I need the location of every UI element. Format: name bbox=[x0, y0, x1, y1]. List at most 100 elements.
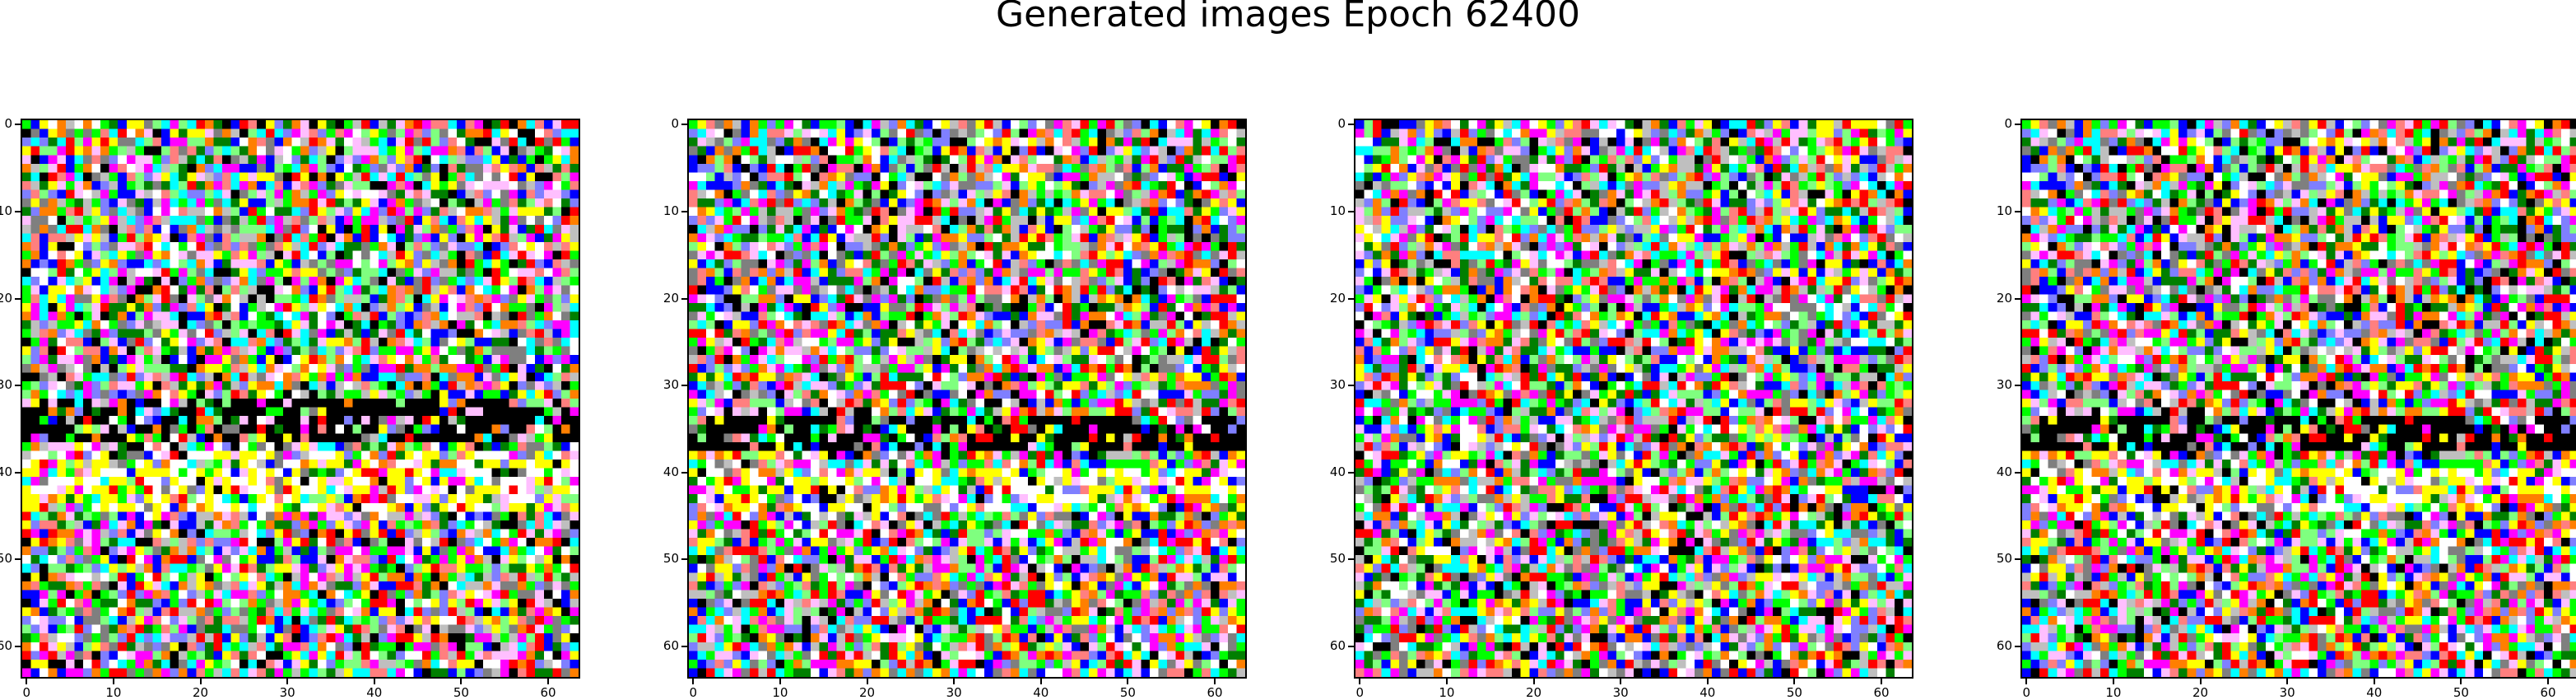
x-tick-mark bbox=[779, 679, 781, 684]
x-tick-mark bbox=[2025, 679, 2028, 684]
y-tick-label: 40 bbox=[1329, 464, 1346, 479]
y-tick-mark bbox=[681, 558, 687, 561]
generated-image-2 bbox=[687, 119, 1247, 679]
y-tick-label: 10 bbox=[0, 203, 12, 218]
y-tick-mark bbox=[15, 471, 21, 474]
y-tick-mark bbox=[681, 646, 687, 648]
x-tick-label: 30 bbox=[946, 685, 962, 700]
x-tick-mark bbox=[953, 679, 956, 684]
y-tick-label: 50 bbox=[1996, 551, 2012, 567]
x-tick-mark bbox=[373, 679, 375, 684]
x-tick-label: 20 bbox=[1525, 685, 1542, 700]
y-tick-mark bbox=[2015, 646, 2020, 648]
x-tick-label: 60 bbox=[540, 685, 556, 700]
y-tick-label: 30 bbox=[1996, 377, 2012, 393]
y-tick-label: 50 bbox=[0, 551, 12, 567]
x-tick-label: 30 bbox=[2279, 685, 2295, 700]
x-tick-mark bbox=[460, 679, 463, 684]
y-tick-label: 40 bbox=[0, 464, 12, 479]
x-tick-mark bbox=[1793, 679, 1796, 684]
y-tick-label: 0 bbox=[671, 116, 679, 132]
x-tick-label: 20 bbox=[192, 685, 209, 700]
y-tick-label: 40 bbox=[1996, 464, 2012, 479]
y-tick-mark bbox=[681, 124, 687, 126]
y-tick-mark bbox=[15, 558, 21, 561]
image-pixels bbox=[22, 120, 579, 677]
y-tick-label: 30 bbox=[1329, 377, 1346, 393]
x-tick-label: 40 bbox=[1700, 685, 1716, 700]
y-tick-label: 20 bbox=[1329, 290, 1346, 306]
x-tick-mark bbox=[2286, 679, 2289, 684]
y-tick-label: 10 bbox=[663, 203, 679, 218]
x-tick-mark bbox=[26, 679, 28, 684]
y-tick-label: 60 bbox=[1996, 638, 2012, 654]
y-tick-mark bbox=[2015, 385, 2020, 387]
x-tick-label: 0 bbox=[689, 685, 698, 700]
figure-title: Generated images Epoch 62400 bbox=[995, 0, 1581, 35]
x-tick-mark bbox=[1445, 679, 1448, 684]
x-tick-mark bbox=[112, 679, 114, 684]
y-tick-mark bbox=[15, 297, 21, 300]
x-tick-mark bbox=[866, 679, 868, 684]
generated-image-4 bbox=[2020, 119, 2576, 679]
x-tick-label: 40 bbox=[2366, 685, 2383, 700]
y-tick-mark bbox=[2015, 210, 2020, 212]
y-tick-label: 0 bbox=[2004, 116, 2012, 132]
x-tick-label: 20 bbox=[2192, 685, 2209, 700]
y-tick-label: 20 bbox=[663, 290, 679, 306]
y-tick-mark bbox=[2015, 124, 2020, 126]
x-tick-label: 50 bbox=[1786, 685, 1802, 700]
x-tick-mark bbox=[1214, 679, 1216, 684]
image-pixels bbox=[689, 120, 1245, 677]
y-tick-mark bbox=[681, 297, 687, 300]
x-tick-label: 10 bbox=[105, 685, 122, 700]
x-tick-mark bbox=[2373, 679, 2375, 684]
image-pixels bbox=[1355, 120, 1912, 677]
x-tick-mark bbox=[2199, 679, 2202, 684]
y-tick-label: 10 bbox=[1996, 203, 2012, 218]
y-tick-label: 50 bbox=[1329, 551, 1346, 567]
y-tick-mark bbox=[15, 210, 21, 212]
y-tick-label: 0 bbox=[1337, 116, 1346, 132]
y-tick-mark bbox=[15, 124, 21, 126]
x-tick-mark bbox=[1706, 679, 1709, 684]
x-tick-label: 0 bbox=[1355, 685, 1365, 700]
x-tick-label: 50 bbox=[2453, 685, 2469, 700]
y-tick-mark bbox=[2015, 471, 2020, 474]
x-tick-label: 40 bbox=[366, 685, 383, 700]
x-tick-mark bbox=[1532, 679, 1535, 684]
y-tick-mark bbox=[681, 210, 687, 212]
image-pixels bbox=[2022, 120, 2576, 677]
x-tick-mark bbox=[1127, 679, 1129, 684]
y-tick-label: 60 bbox=[1329, 638, 1346, 654]
x-tick-mark bbox=[199, 679, 202, 684]
x-tick-mark bbox=[1359, 679, 1361, 684]
y-tick-label: 50 bbox=[663, 551, 679, 567]
y-tick-label: 60 bbox=[663, 638, 679, 654]
y-tick-mark bbox=[1348, 471, 1354, 474]
x-tick-label: 30 bbox=[1612, 685, 1629, 700]
x-tick-mark bbox=[2547, 679, 2550, 684]
x-tick-label: 30 bbox=[279, 685, 295, 700]
x-tick-mark bbox=[286, 679, 289, 684]
y-tick-mark bbox=[681, 385, 687, 387]
y-tick-mark bbox=[1348, 210, 1354, 212]
x-tick-label: 10 bbox=[772, 685, 788, 700]
x-tick-label: 10 bbox=[1439, 685, 1455, 700]
generated-image-1 bbox=[21, 119, 580, 679]
x-tick-mark bbox=[1039, 679, 1042, 684]
x-tick-label: 60 bbox=[2540, 685, 2556, 700]
y-tick-label: 30 bbox=[0, 377, 12, 393]
y-tick-mark bbox=[1348, 558, 1354, 561]
x-tick-label: 40 bbox=[1033, 685, 1049, 700]
generated-image-3 bbox=[1354, 119, 1913, 679]
y-tick-label: 20 bbox=[1996, 290, 2012, 306]
y-tick-label: 30 bbox=[663, 377, 679, 393]
x-tick-label: 20 bbox=[858, 685, 876, 700]
y-tick-label: 0 bbox=[4, 116, 12, 132]
x-tick-mark bbox=[1881, 679, 1883, 684]
x-tick-label: 60 bbox=[1207, 685, 1223, 700]
y-tick-label: 20 bbox=[0, 290, 12, 306]
x-tick-mark bbox=[2112, 679, 2114, 684]
y-tick-mark bbox=[15, 385, 21, 387]
